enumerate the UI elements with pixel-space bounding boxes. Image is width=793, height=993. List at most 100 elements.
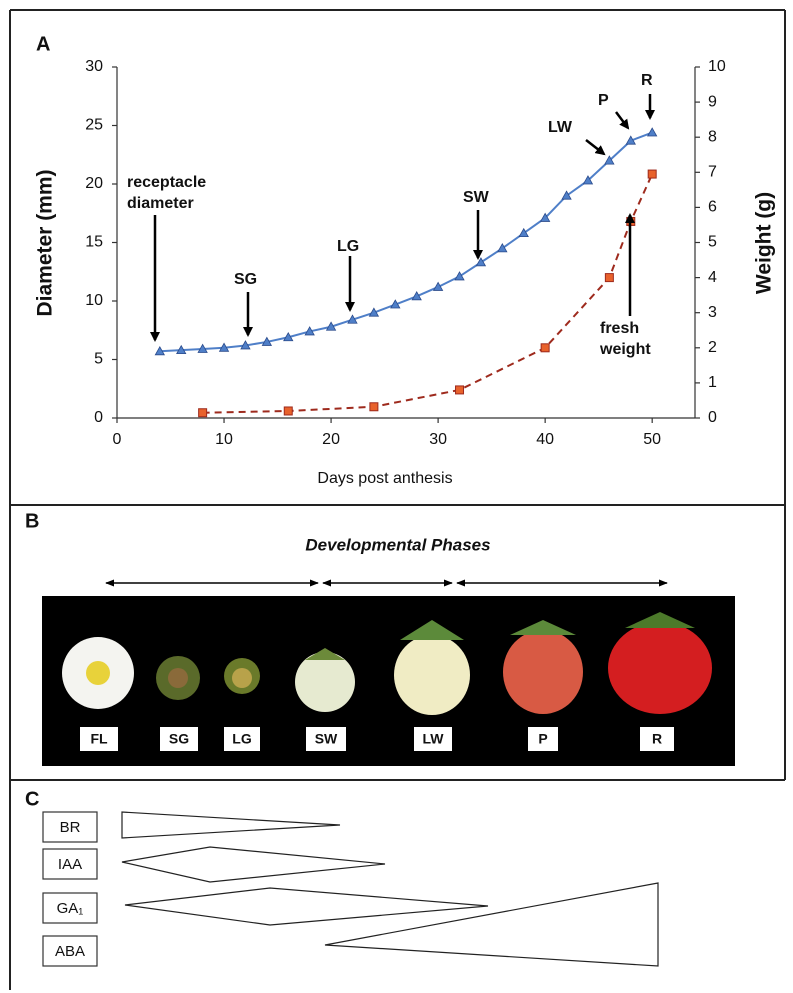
stage-label-box	[160, 727, 198, 751]
point	[604, 155, 615, 165]
annotation: R	[641, 72, 653, 89]
y-tick-label: 25	[85, 117, 103, 134]
fruit-photos	[62, 612, 712, 715]
point	[368, 307, 380, 317]
panel-frames	[9, 9, 786, 990]
point	[198, 408, 208, 418]
x-tick-label: 40	[536, 431, 554, 448]
point	[283, 331, 294, 342]
point	[240, 340, 251, 350]
y2-tick-label: 9	[708, 93, 717, 110]
series-line	[202, 173, 654, 414]
y-tick-label: 15	[85, 234, 103, 251]
y2-tick-label: 3	[708, 304, 717, 321]
point	[154, 345, 165, 356]
y-axis-label: Diameter (mm)	[34, 169, 57, 316]
y-tick-label: 20	[85, 175, 103, 192]
point	[647, 127, 658, 137]
point	[561, 190, 572, 200]
point	[454, 271, 465, 281]
y-tick-label: 10	[85, 292, 103, 309]
point	[369, 402, 379, 412]
y2-tick-label: 8	[708, 128, 717, 145]
panel-title: Developmental Phases	[305, 535, 490, 554]
point	[304, 326, 315, 336]
point	[582, 175, 594, 185]
point	[218, 342, 230, 352]
annotation: SW	[463, 189, 489, 206]
annotation-arrow	[585, 139, 606, 156]
annotation: SG	[234, 271, 258, 288]
hormone-label: BR	[60, 819, 81, 836]
hormone-label-box	[42, 935, 98, 967]
x-tick-label: 30	[429, 431, 447, 448]
hormone-label-box	[42, 892, 98, 924]
point	[540, 343, 550, 353]
y2-tick-label: 1	[708, 374, 717, 391]
hormone-label-box	[42, 848, 98, 880]
stage-label-box	[640, 727, 674, 751]
stage-label: R	[652, 731, 662, 747]
point	[283, 406, 293, 416]
y2-tick-label: 0	[708, 409, 717, 426]
hormone-shapes	[121, 811, 659, 967]
series-line	[159, 131, 653, 353]
panel-label: B	[25, 510, 39, 532]
stage-label-box	[306, 727, 346, 751]
point	[497, 243, 508, 253]
point	[455, 385, 465, 395]
stage-label: FL	[90, 731, 108, 747]
x-tick-label: 10	[215, 431, 233, 448]
stage-label-box	[224, 727, 260, 751]
point	[518, 227, 529, 238]
y2-tick-label: 5	[708, 234, 717, 251]
y-tick-label: 5	[94, 351, 103, 368]
annotation: LG	[337, 238, 360, 255]
point	[539, 212, 551, 222]
point	[325, 321, 337, 331]
stage-label-box	[414, 727, 452, 751]
point	[261, 336, 273, 346]
y-tick-label: 0	[94, 409, 103, 426]
x-tick-label: 50	[643, 431, 661, 448]
hormone-label: ABA	[55, 943, 85, 960]
stage-label: LW	[423, 731, 445, 747]
point	[390, 299, 401, 309]
stage-label: P	[538, 731, 547, 747]
y2-tick-label: 6	[708, 199, 717, 216]
stage-label-box	[528, 727, 558, 751]
hormone-label: IAA	[58, 856, 82, 873]
stage-label: SG	[169, 731, 189, 747]
annotation: fresh weight	[600, 320, 651, 358]
point	[347, 314, 358, 324]
hormone-label-box	[42, 811, 98, 843]
y2-tick-label: 10	[708, 58, 726, 75]
annotation-arrow	[615, 111, 630, 130]
point	[411, 291, 422, 301]
point	[197, 343, 208, 353]
stage-label-box	[80, 727, 118, 751]
annotation: LW	[548, 119, 572, 136]
hormone-label: GA₁	[57, 900, 84, 917]
x-tick-label: 0	[113, 431, 122, 448]
annotation: receptacle diameter	[127, 174, 207, 212]
point	[625, 135, 636, 145]
panel-label: A	[36, 33, 50, 55]
y-tick-label: 30	[85, 58, 103, 75]
x-tick-label: 20	[322, 431, 340, 448]
y2-tick-label: 7	[708, 164, 717, 181]
y2-axis-label: Weight (g)	[753, 192, 776, 294]
point	[647, 169, 657, 179]
x-axis-label: Days post anthesis	[317, 470, 452, 487]
stage-label: SW	[315, 731, 338, 747]
y2-tick-label: 2	[708, 339, 717, 356]
stage-label: LG	[232, 731, 252, 747]
panel-label: C	[25, 788, 39, 810]
point	[475, 257, 487, 267]
y2-tick-label: 4	[708, 269, 717, 286]
point	[604, 273, 614, 283]
point	[432, 281, 444, 291]
point	[176, 344, 187, 355]
